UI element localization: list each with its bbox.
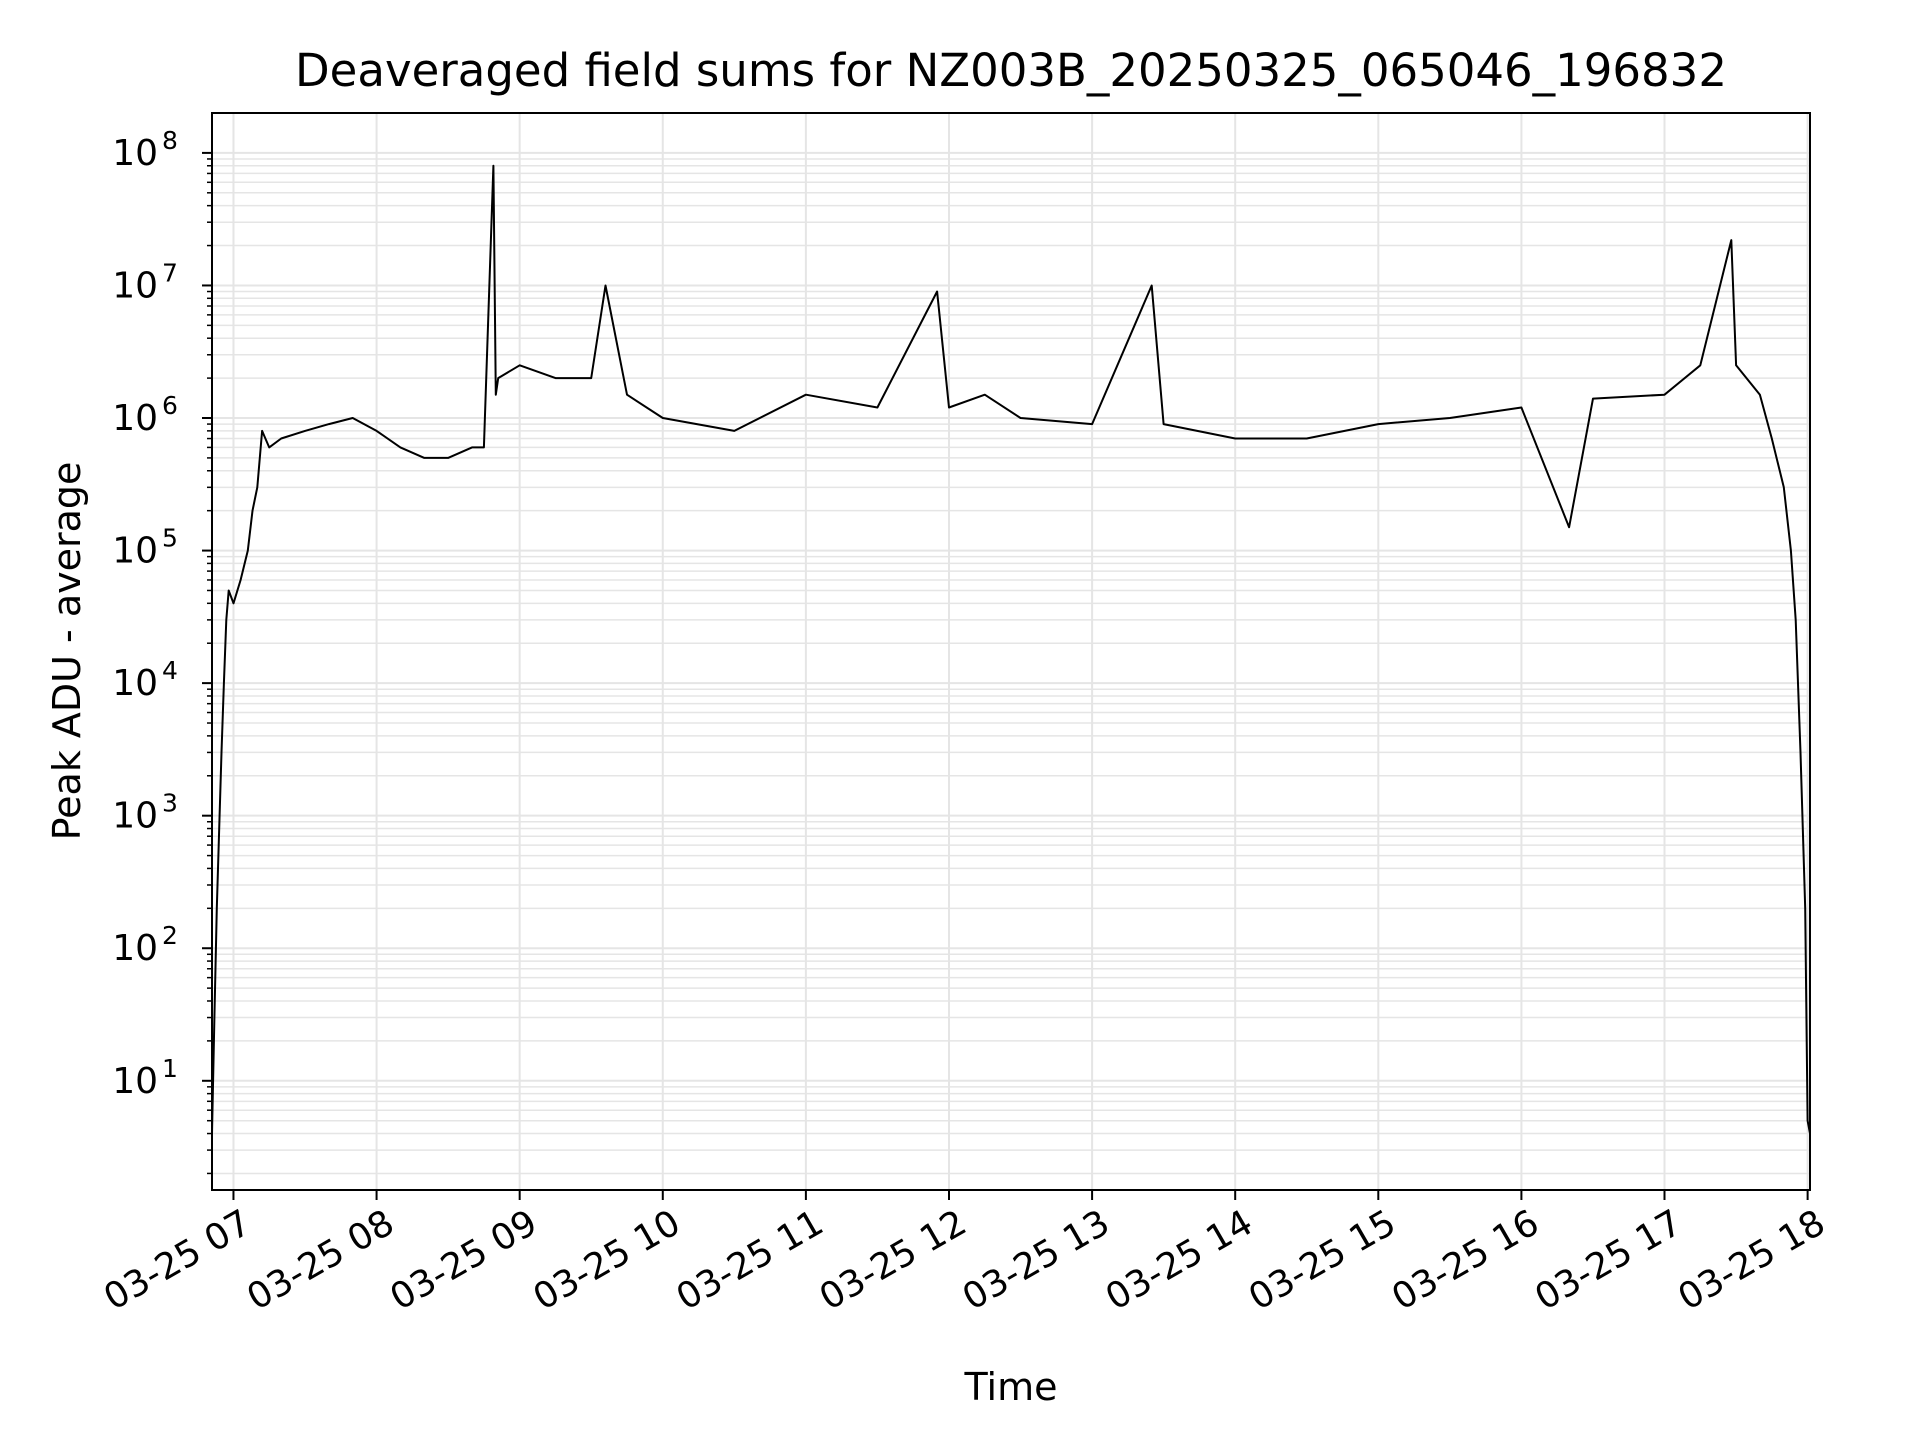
y-tick-label-exponent: 3: [162, 789, 178, 818]
y-tick-label-base: 10: [112, 398, 158, 439]
y-tick-label-base: 10: [112, 928, 158, 969]
y-tick-label: 10: [112, 663, 158, 704]
y-tick-label-exponent: 6: [162, 391, 178, 420]
y-tick-label-base: 10: [112, 265, 158, 306]
y-tick-label: 10: [112, 1061, 158, 1102]
y-tick-label-base: 10: [112, 796, 158, 837]
y-tick-label-exponent: 5: [162, 524, 178, 553]
chart-title: Deaveraged field sums for NZ003B_2025032…: [295, 44, 1727, 97]
y-tick-label-exponent: 8: [162, 126, 178, 155]
y-tick-label: 10: [112, 796, 158, 837]
y-tick-label: 10: [112, 928, 158, 969]
series-line: [211, 164, 1811, 1134]
ticks: [202, 151, 1809, 1200]
y-tick-label: 10: [112, 531, 158, 572]
series-layer: [211, 164, 1811, 1134]
y-tick-label-base: 10: [112, 133, 158, 174]
plot-frame: [211, 112, 1811, 1191]
x-axis-label: Time: [964, 1365, 1058, 1409]
y-tick-label-exponent: 2: [162, 921, 178, 950]
y-tick-label-base: 10: [112, 531, 158, 572]
y-tick-label: 10: [112, 398, 158, 439]
y-tick-label-base: 10: [112, 663, 158, 704]
y-axis-label: Peak ADU - average: [45, 462, 89, 841]
y-tick-label: 10: [112, 133, 158, 174]
y-tick-label-base: 10: [112, 1061, 158, 1102]
y-tick-label-exponent: 7: [162, 258, 178, 287]
y-tick-label: 10: [112, 265, 158, 306]
y-tick-label-exponent: 4: [162, 656, 178, 685]
grid: [212, 113, 1810, 1190]
y-tick-label-exponent: 1: [162, 1054, 178, 1083]
